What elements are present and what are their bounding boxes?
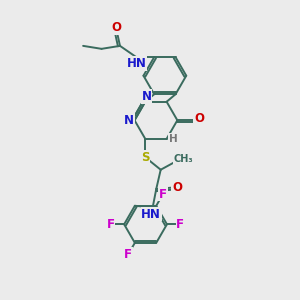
Text: F: F	[124, 248, 132, 261]
Text: H: H	[169, 134, 178, 144]
Text: F: F	[159, 188, 167, 201]
Text: HN: HN	[141, 208, 161, 220]
Text: O: O	[172, 181, 182, 194]
Text: N: N	[142, 90, 152, 103]
Text: O: O	[111, 21, 122, 34]
Text: CH₃: CH₃	[174, 154, 194, 164]
Text: F: F	[176, 218, 184, 231]
Text: N: N	[124, 114, 134, 127]
Text: S: S	[141, 151, 149, 164]
Text: HN: HN	[126, 57, 146, 70]
Text: O: O	[194, 112, 204, 125]
Text: F: F	[107, 218, 115, 231]
